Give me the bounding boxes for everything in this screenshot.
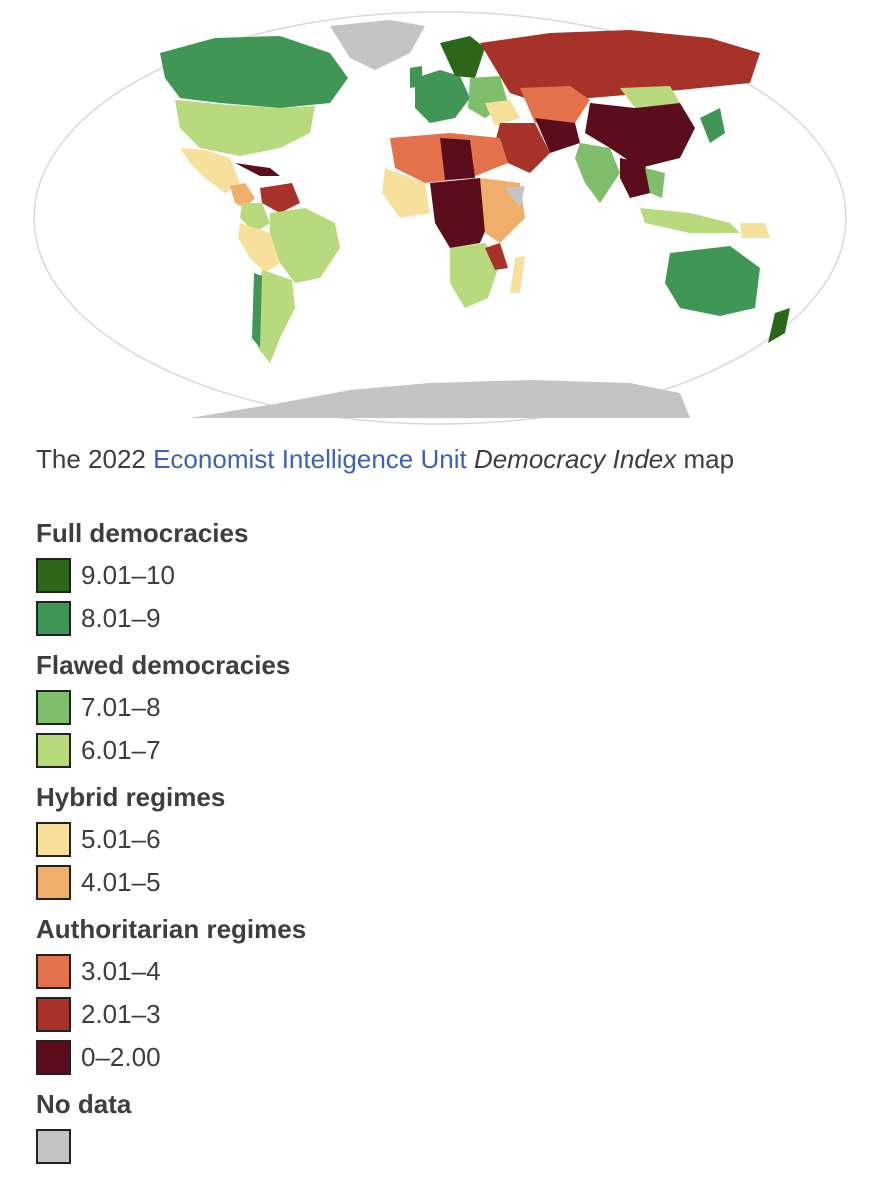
legend-group-title: Authoritarian regimes [36, 914, 307, 944]
region-western-europe [415, 70, 470, 123]
region-myanmar [620, 158, 650, 198]
region-australia [665, 246, 760, 316]
region-mongolia [620, 86, 680, 108]
legend-group-full-democracies: Full democracies 9.01–10 8.01–9 [36, 512, 306, 640]
region-scandinavia [440, 36, 485, 78]
region-russia [480, 30, 760, 103]
region-uk [410, 66, 422, 88]
region-mexico [180, 148, 240, 193]
legend-swatch [36, 865, 71, 900]
region-indonesia [640, 208, 740, 233]
region-usa [175, 100, 315, 156]
legend-swatch [36, 690, 71, 725]
legend-swatch [36, 733, 71, 768]
region-china [585, 103, 695, 168]
legend-item: 7.01–8 [36, 686, 306, 729]
legend-group-authoritarian-regimes: Authoritarian regimes 3.01–4 2.01–3 0–2.… [36, 908, 306, 1079]
legend-group-no-data: No data [36, 1083, 306, 1168]
region-madagascar [510, 256, 525, 293]
region-ukraine [485, 100, 520, 126]
region-argentina [256, 270, 295, 363]
legend-label: 9.01–10 [81, 560, 175, 590]
legend-label: 3.01–4 [81, 956, 161, 986]
legend-item: 9.01–10 [36, 554, 306, 597]
caption-suffix: map [676, 444, 735, 474]
legend-label: 6.01–7 [81, 735, 161, 765]
region-central-asia [520, 86, 590, 123]
region-antarctica [190, 380, 690, 418]
region-libya-sudan [440, 138, 475, 180]
region-india [575, 143, 620, 203]
world-map-svg [33, 11, 847, 425]
legend-group-title: No data [36, 1089, 132, 1119]
legend-group-hybrid-regimes: Hybrid regimes 5.01–6 4.01–5 [36, 776, 306, 904]
legend-swatch [36, 1129, 71, 1164]
eiu-link[interactable]: Economist Intelligence Unit [153, 444, 467, 474]
legend-label: 0–2.00 [81, 1042, 161, 1072]
legend-swatch [36, 601, 71, 636]
legend-label: 2.01–3 [81, 999, 161, 1029]
region-png [740, 223, 770, 238]
region-brazil [270, 208, 340, 283]
region-mozambique [485, 243, 508, 270]
legend-item: 8.01–9 [36, 597, 306, 640]
region-southern-africa [450, 243, 500, 308]
legend-item [36, 1125, 306, 1168]
legend-label: 5.01–6 [81, 824, 161, 854]
legend-swatch [36, 954, 71, 989]
legend-group-title: Full democracies [36, 518, 249, 548]
region-japan [700, 108, 725, 143]
legend-label: 4.01–5 [81, 867, 161, 897]
legend-label: 7.01–8 [81, 692, 161, 722]
region-canada [160, 36, 348, 108]
legend-swatch [36, 1040, 71, 1075]
world-map [30, 8, 850, 428]
legend-item: 4.01–5 [36, 861, 306, 904]
legend-swatch [36, 558, 71, 593]
region-somaliland [505, 186, 525, 208]
map-caption: The 2022 Economist Intelligence Unit Dem… [36, 444, 734, 475]
region-chile [252, 273, 262, 348]
region-central-america [230, 183, 255, 208]
region-greenland [330, 20, 425, 70]
region-peru-bolivia [238, 223, 280, 273]
legend-swatch [36, 822, 71, 857]
caption-prefix: The 2022 [36, 444, 154, 474]
legend-label: 8.01–9 [81, 603, 161, 633]
region-middle-east [495, 123, 550, 173]
region-new-zealand [768, 308, 790, 343]
legend-group-title: Flawed democracies [36, 650, 291, 680]
legend-group-title: Hybrid regimes [36, 782, 226, 812]
legend: Full democracies 9.01–10 8.01–9 Flawed d… [36, 512, 306, 1172]
legend-item: 0–2.00 [36, 1036, 306, 1079]
legend-group-flawed-democracies: Flawed democracies 7.01–8 6.01–7 [36, 644, 306, 772]
legend-item: 2.01–3 [36, 993, 306, 1036]
region-caribbean [235, 163, 280, 176]
region-west-africa [382, 168, 430, 218]
legend-item: 5.01–6 [36, 818, 306, 861]
region-thailand [645, 168, 665, 198]
region-venezuela [260, 183, 300, 213]
legend-item: 3.01–4 [36, 950, 306, 993]
legend-swatch [36, 997, 71, 1032]
legend-item: 6.01–7 [36, 729, 306, 772]
region-central-africa [430, 178, 495, 248]
caption-index-name: Democracy Index [473, 444, 677, 474]
region-iran-afghanistan [535, 118, 580, 153]
